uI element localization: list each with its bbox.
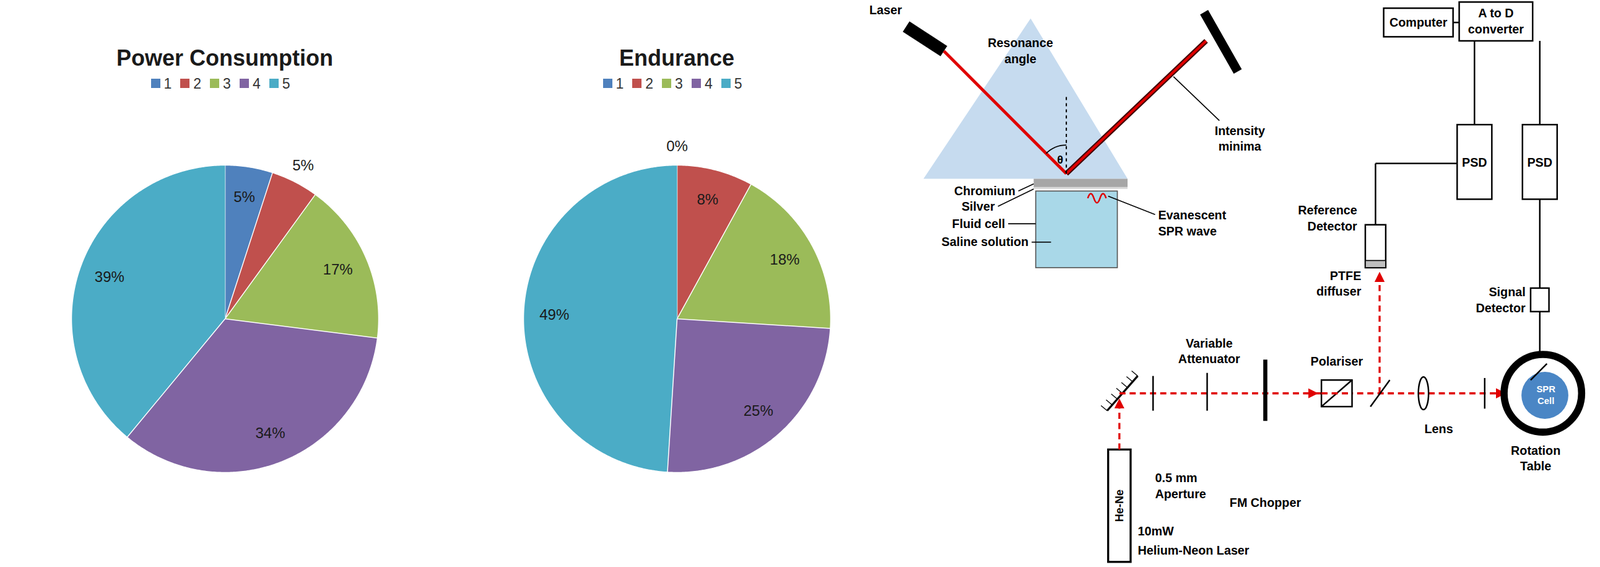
html-text:3: 3: [222, 75, 231, 92]
svg-text:17%: 17%: [323, 260, 353, 278]
svg-text:He-Ne: He-Ne: [1113, 489, 1126, 522]
svg-text:25%: 25%: [743, 401, 774, 419]
svg-text:Variable: Variable: [1185, 336, 1233, 350]
svg-text:8%: 8%: [696, 190, 719, 208]
html-text:3: 3: [674, 75, 683, 92]
svg-text:Intensity: Intensity: [1214, 123, 1266, 138]
svg-text:Laser: Laser: [869, 3, 903, 17]
svg-text:PSD: PSD: [1461, 155, 1488, 170]
svg-text:diffuser: diffuser: [1316, 284, 1362, 298]
svg-text:Reference: Reference: [1297, 203, 1358, 217]
html-text:4: 4: [252, 75, 261, 92]
svg-text:A to D: A to D: [1478, 6, 1514, 20]
svg-text:5%: 5%: [233, 188, 256, 205]
html-text:4: 4: [704, 75, 713, 92]
svg-text:Chromium: Chromium: [954, 183, 1016, 198]
svg-text:10mW: 10mW: [1137, 523, 1174, 538]
svg-text:Lens: Lens: [1424, 421, 1454, 436]
html-text:5: 5: [282, 75, 291, 92]
svg-text:SPR: SPR: [1536, 383, 1556, 394]
svg-text:0.5 mm: 0.5 mm: [1154, 470, 1197, 485]
svg-text:0%: 0%: [666, 137, 688, 155]
svg-text:18%: 18%: [769, 250, 800, 268]
svg-text:PSD: PSD: [1526, 155, 1553, 170]
svg-text:Silver: Silver: [961, 199, 996, 214]
svg-text:θ: θ: [1056, 153, 1064, 166]
html-text:5: 5: [734, 75, 743, 92]
svg-text:Detector: Detector: [1307, 219, 1358, 233]
svg-text:Fluid cell: Fluid cell: [952, 216, 1006, 231]
html-text:1: 1: [163, 75, 172, 92]
svg-text:Computer: Computer: [1389, 15, 1448, 30]
html-text:Power Consumption: Power Consumption: [116, 45, 334, 71]
svg-text:SPR wave: SPR wave: [1157, 224, 1217, 238]
svg-text:39%: 39%: [94, 268, 125, 285]
svg-text:Signal: Signal: [1488, 284, 1526, 299]
svg-text:34%: 34%: [255, 424, 286, 441]
svg-text:Evanescent: Evanescent: [1157, 208, 1227, 222]
svg-text:Detector: Detector: [1476, 300, 1526, 315]
svg-text:FM Chopper: FM Chopper: [1229, 495, 1302, 509]
svg-text:Resonance: Resonance: [987, 35, 1053, 50]
svg-text:Aperture: Aperture: [1154, 486, 1206, 501]
svg-text:Polariser: Polariser: [1310, 354, 1364, 368]
svg-text:Saline solution: Saline solution: [941, 234, 1030, 249]
svg-text:Cell: Cell: [1537, 395, 1555, 406]
html-text:Endurance: Endurance: [619, 45, 735, 71]
svg-text:minima: minima: [1218, 139, 1262, 153]
html-text:1: 1: [615, 75, 624, 92]
svg-text:Attenuator: Attenuator: [1178, 351, 1241, 366]
svg-text:Rotation: Rotation: [1510, 443, 1561, 457]
svg-text:Table: Table: [1520, 458, 1552, 473]
svg-text:PTFE: PTFE: [1330, 268, 1362, 283]
svg-text:converter: converter: [1468, 22, 1524, 36]
svg-text:angle: angle: [1004, 52, 1037, 66]
svg-text:5%: 5%: [292, 156, 314, 174]
svg-text:49%: 49%: [539, 305, 570, 323]
html-text:2: 2: [645, 75, 654, 92]
html-text:2: 2: [193, 75, 202, 92]
svg-text:Helium-Neon Laser: Helium-Neon Laser: [1137, 543, 1249, 557]
